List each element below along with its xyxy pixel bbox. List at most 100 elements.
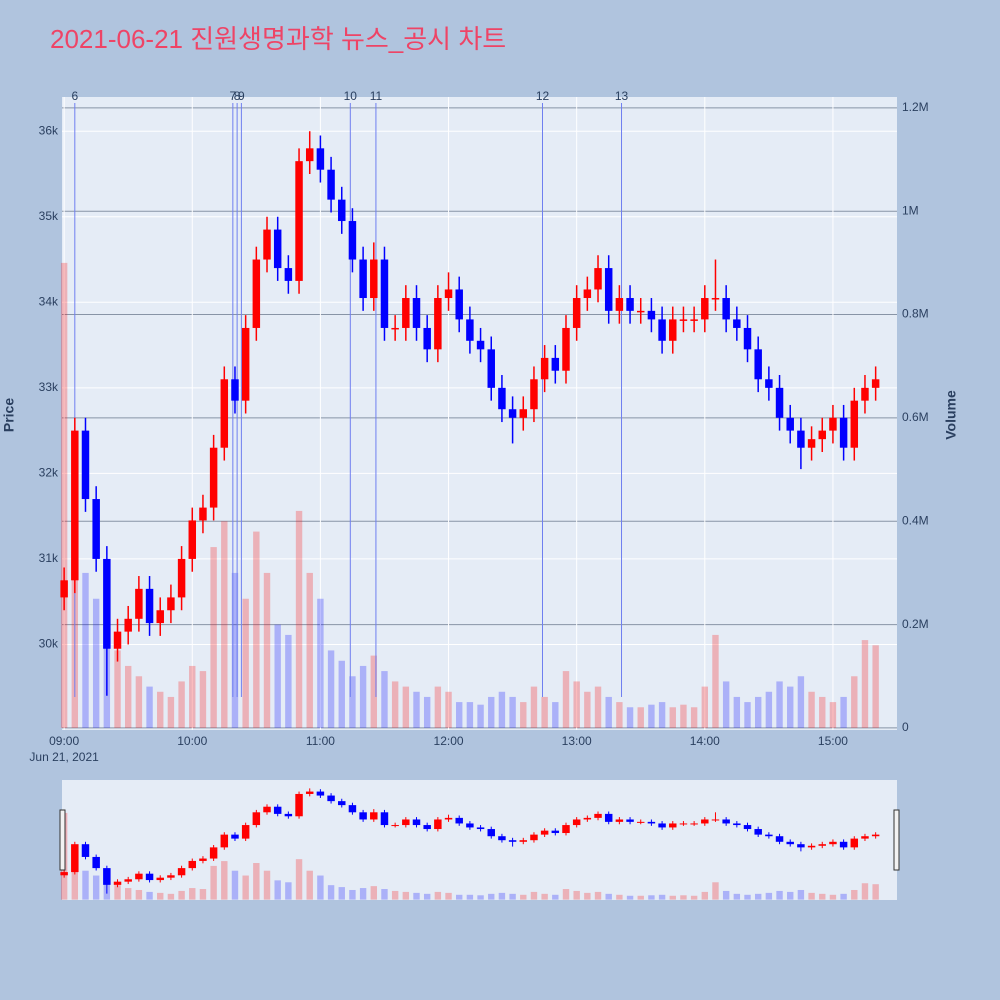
slider-candle-body <box>551 830 560 834</box>
slider-candle-body <box>124 879 132 882</box>
slider-candle-body <box>71 844 79 873</box>
event-label: 7 <box>230 89 237 103</box>
volume-bar <box>680 704 687 728</box>
slider-candle-body <box>604 813 613 822</box>
volume-bar <box>754 696 762 728</box>
x-tick-label: 14:00 <box>690 734 720 748</box>
y-tick-label: 35k <box>39 209 59 223</box>
slider-volume-bar <box>189 888 196 900</box>
candle-body <box>647 310 656 320</box>
volume-bar <box>776 681 783 728</box>
slider-volume-bar <box>840 893 847 900</box>
slider-candle-body <box>818 844 826 846</box>
candle-body <box>765 379 773 388</box>
slider-volume-bar <box>851 889 858 900</box>
x-tick-label: 09:00 <box>49 734 79 748</box>
volume-bar <box>210 547 217 728</box>
volume-bar <box>648 704 655 728</box>
slider-candle-body <box>305 791 314 794</box>
slider-handle-left[interactable] <box>59 809 66 871</box>
candle-body <box>871 379 880 388</box>
candle-body <box>273 229 282 269</box>
slider-volume-bar <box>541 893 548 900</box>
volume-bar <box>594 686 602 728</box>
candle-body <box>594 268 602 290</box>
volume-bar <box>520 702 527 728</box>
volume-bar <box>658 702 666 728</box>
x-tick-label: 10:00 <box>177 734 207 748</box>
candle-body <box>423 327 431 350</box>
slider-handle-right[interactable] <box>893 809 900 871</box>
volume-bar <box>712 634 719 728</box>
slider-volume-bar <box>573 890 580 900</box>
candle-body <box>733 319 741 328</box>
candle-body <box>113 631 122 649</box>
slider-volume-bar <box>680 895 687 900</box>
volume-bar <box>402 686 410 728</box>
slider-volume-bar <box>466 894 474 900</box>
slider-candle-body <box>423 825 431 830</box>
slider-volume-bar <box>584 892 591 900</box>
slider-candle-body <box>338 801 346 806</box>
slider-volume-bar <box>498 892 506 900</box>
slider-candle-body <box>60 872 68 876</box>
slider-volume-bar <box>338 887 345 900</box>
slider-candle-body <box>156 877 164 881</box>
slider-candle-body <box>754 829 762 835</box>
slider-candle-body <box>594 813 602 818</box>
slider-volume-bar <box>594 891 602 900</box>
volume-bar <box>82 572 89 728</box>
volume-bar <box>285 634 292 728</box>
candle-body <box>135 588 143 619</box>
candle-body <box>199 507 207 521</box>
candle-body <box>669 319 677 341</box>
volume-bar <box>840 696 847 728</box>
events: 6 789 10 11 12 13 <box>71 89 629 697</box>
slider-candle-body <box>316 791 325 796</box>
y-tick-label: 30k <box>39 637 59 651</box>
slider-volume-bar <box>199 889 207 900</box>
slider-volume-bar <box>722 890 730 900</box>
volume-bar <box>787 686 794 728</box>
candle-body <box>701 298 709 320</box>
candle-body <box>167 597 175 611</box>
candle-body <box>466 319 474 341</box>
slider-candle-body <box>273 806 282 814</box>
slider-volume-bar <box>82 870 89 900</box>
candle-body <box>156 610 164 624</box>
candle-body <box>498 387 506 410</box>
slider-volume-bar <box>690 895 698 900</box>
slider-candle-body <box>284 813 293 817</box>
candle-body <box>754 349 762 380</box>
volume-bar <box>359 665 367 728</box>
slider-candle-body <box>412 819 421 826</box>
volume-bar <box>221 521 228 728</box>
slider-volume-bar <box>712 882 719 900</box>
range-slider[interactable] <box>62 780 897 900</box>
volume-bar <box>434 686 442 728</box>
volume-bar <box>146 686 153 728</box>
candle-body <box>434 298 442 350</box>
candle-body <box>562 327 570 371</box>
slider-candle-body <box>669 823 677 828</box>
y-tick-label: 34k <box>39 294 59 308</box>
volume-bar <box>423 696 431 728</box>
slider-candle-body <box>466 823 474 828</box>
volume-bar <box>819 696 826 728</box>
candle-body <box>476 340 485 350</box>
volume-bar <box>466 702 474 728</box>
candle-body <box>829 417 837 431</box>
candle-body <box>252 259 261 328</box>
volume-bar <box>616 702 623 728</box>
candle-body <box>775 387 784 418</box>
slider-candle-body <box>348 805 357 813</box>
volume-bar <box>199 671 207 728</box>
y2-tick-label: 0.2M <box>902 617 929 631</box>
candle-body <box>220 379 229 448</box>
slider-volume-bar <box>263 870 271 900</box>
slider-candle-body <box>572 819 581 826</box>
volume-bar <box>797 676 805 728</box>
y2-tick-label: 0.4M <box>902 513 929 527</box>
candle-body <box>861 387 869 401</box>
